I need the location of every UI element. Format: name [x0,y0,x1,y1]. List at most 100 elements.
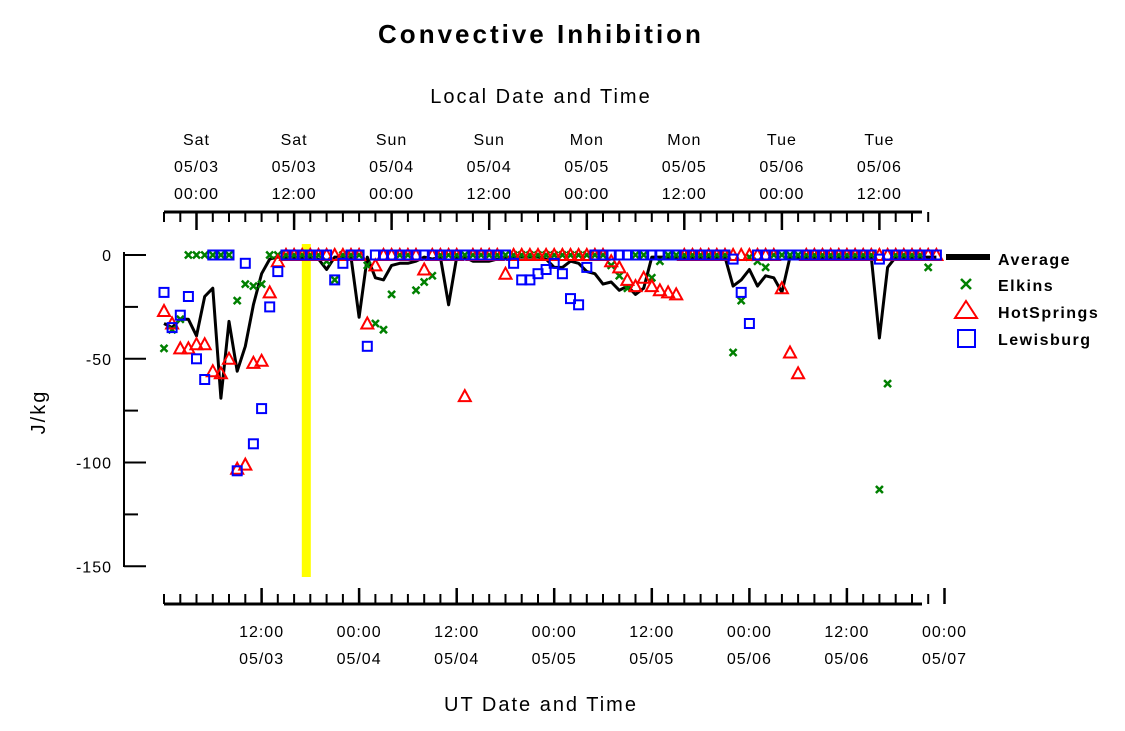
point-hotsprings [627,278,644,293]
point-elkins [785,250,795,260]
point-hotsprings [774,280,790,295]
y-tick-label: 0 [102,248,112,265]
point-lewisburg [581,261,593,273]
point-elkins [411,285,421,295]
bottom-tick-label-date: 05/05 [629,651,674,668]
point-lewisburg [158,286,170,298]
point-elkins [192,250,201,260]
top-tick-label-date: 05/05 [662,159,707,176]
top-tick-label-date: 05/05 [564,159,609,176]
top-tick-label-time: 12:00 [272,186,317,203]
point-elkins [159,344,169,353]
bottom-tick-label-time: 12:00 [434,624,479,641]
top-axis-label: Local Date and Time [430,86,651,108]
point-hotsprings [668,286,684,301]
top-tick-label-time: 00:00 [759,186,804,203]
point-lewisburg [264,301,276,313]
bottom-tick-label-time: 00:00 [727,624,772,641]
top-tick-label-date: 05/04 [467,159,512,176]
bottom-tick-label-time: 12:00 [239,624,284,641]
point-hotsprings [619,271,636,286]
legend-label-average: Average [998,252,1071,269]
point-elkins [371,319,380,328]
point-elkins [200,250,210,260]
bottom-tick-label-date: 05/04 [337,651,382,668]
point-elkins [249,281,258,291]
point-hotsprings [790,365,806,380]
point-elkins [208,250,218,260]
bottom-tick-label-date: 05/05 [532,651,577,668]
point-lewisburg [321,249,333,261]
point-lewisburg [565,293,576,305]
point-lewisburg [239,257,251,269]
point-elkins [614,271,624,281]
point-elkins [216,250,226,260]
axes-ticks: 12:00 05/03 00:00 05/04 12:00 05/04 00:00 05/05… [76,132,967,668]
point-elkins [419,277,429,287]
point-hotsprings [570,246,587,261]
point-lewisburg [524,274,536,286]
point-hotsprings [522,246,538,261]
point-lewisburg [191,353,202,365]
top-tick-label-time: 00:00 [174,186,219,203]
legend-x-marker [960,278,972,290]
point-hotsprings [457,388,473,403]
point-lewisburg [199,374,211,385]
point-elkins [362,261,372,270]
point-hotsprings [497,265,514,280]
legend-item-average: Average [946,252,1071,269]
bottom-tick-label-time: 00:00 [532,624,577,641]
point-lewisburg [223,249,235,261]
bottom-tick-label-time: 12:00 [629,624,674,641]
top-tick-label-day: Sat [183,132,210,149]
y-tick-label: -150 [76,559,112,576]
point-elkins [671,250,681,260]
point-elkins [639,250,649,260]
point-elkins [224,250,234,260]
top-tick-label-day: Tue [767,132,797,149]
point-lewisburg [540,264,552,275]
point-elkins [647,273,657,283]
point-lewisburg [272,266,284,278]
top-tick-label-time: 12:00 [467,186,512,203]
point-hotsprings [538,246,554,261]
bottom-tick-label-date: 05/07 [922,651,967,668]
legend-label-lewisburg: Lewisburg [998,332,1092,349]
bottom-tick-label-time: 00:00 [922,624,967,641]
top-tick-label-day: Sat [281,132,308,149]
point-hotsprings [603,253,619,268]
point-elkins [923,263,933,272]
point-elkins [875,485,884,494]
point-lewisburg [247,438,259,450]
chart-title: Convective Inhibition [378,19,704,49]
legend-item-hotsprings: HotSprings [953,299,1099,322]
top-tick-label-date: 05/06 [857,159,902,176]
point-elkins [793,250,803,260]
top-tick-label-date: 05/03 [174,159,219,176]
top-tick-label-time: 00:00 [369,186,414,203]
point-hotsprings [562,246,579,261]
y-tick-label: -100 [76,456,112,473]
point-lewisburg [735,286,747,298]
point-hotsprings [514,246,530,261]
series-line-average [163,255,937,400]
point-elkins [777,250,787,260]
series-layer [156,246,945,494]
top-tick-label-date: 05/03 [272,159,317,176]
point-lewisburg [727,253,739,265]
legend-label-hotsprings: HotSprings [998,305,1099,322]
point-hotsprings [652,282,668,297]
top-tick-label-day: Tue [864,132,894,149]
point-lewisburg [500,249,511,261]
point-lewisburg [556,268,568,280]
point-hotsprings [554,246,571,261]
legend-label-elkins: Elkins [998,278,1054,295]
legend-square-marker [957,329,976,348]
point-elkins [387,290,396,299]
point-lewisburg [548,257,560,269]
point-elkins [257,279,266,289]
point-elkins [265,250,275,260]
point-hotsprings [197,336,213,351]
legend-item-elkins: Elkins [960,278,1054,295]
bottom-tick-label-date: 05/06 [727,651,772,668]
